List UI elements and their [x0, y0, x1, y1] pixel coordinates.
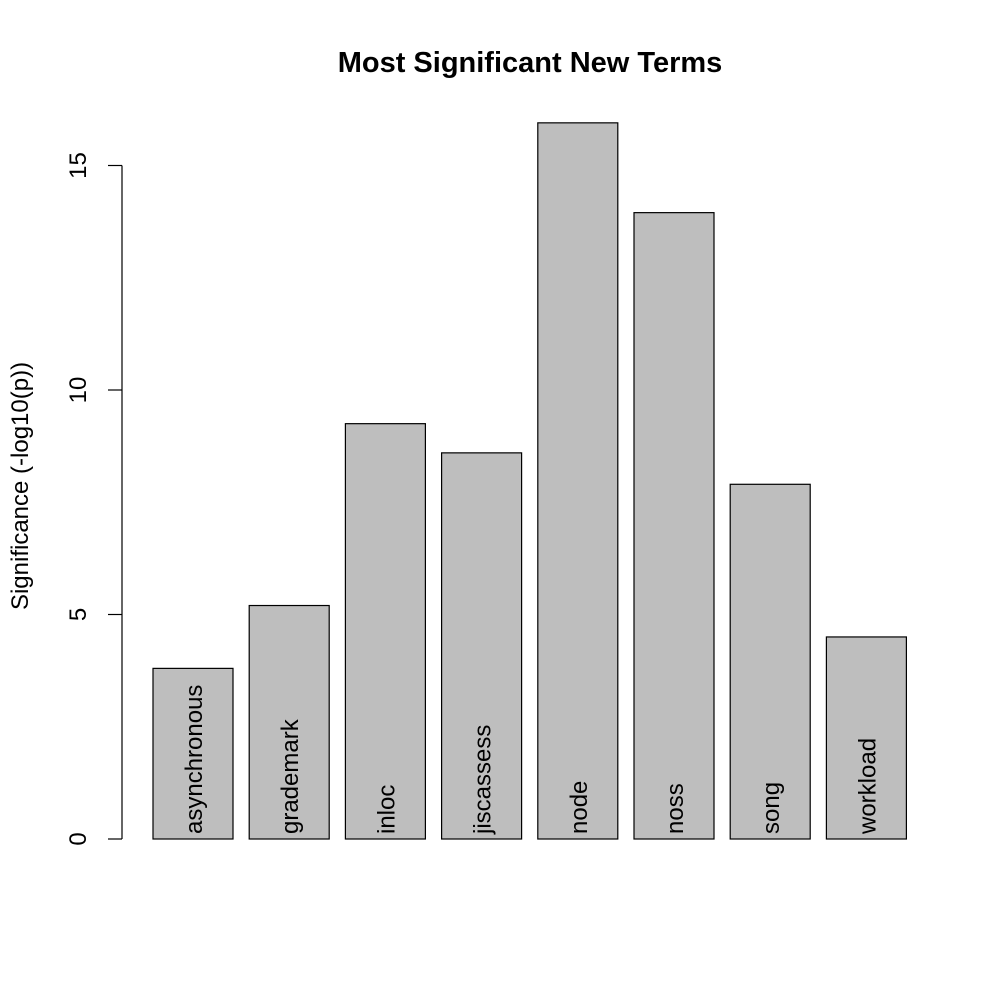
bar-label-noss: noss	[662, 783, 689, 834]
bar-grademark	[248, 604, 330, 840]
bar-label-inloc: inloc	[373, 785, 400, 834]
y-tick-label: 5	[65, 608, 92, 621]
bar-node	[537, 122, 619, 840]
bar-label-song: song	[758, 782, 785, 834]
bar-label-workload: workload	[854, 738, 881, 835]
bar-song	[729, 483, 811, 840]
bar-label-node: node	[566, 781, 593, 834]
y-tick-label: 10	[65, 377, 92, 404]
chart-title: Most Significant New Terms	[338, 47, 723, 79]
y-tick-label: 0	[65, 832, 92, 845]
bar-label-jiscassess: jiscassess	[470, 725, 497, 835]
bar-label-asynchronous: asynchronous	[181, 685, 208, 834]
bar-label-grademark: grademark	[277, 718, 304, 834]
y-axis-label: Significance (-log10(p))	[7, 362, 34, 610]
bar-inloc	[344, 423, 426, 840]
bar-workload	[825, 636, 908, 840]
bar-noss	[633, 212, 715, 840]
bars-group: asynchronous grademark inloc jiscassess node…	[152, 122, 908, 840]
y-tick-label: 15	[65, 152, 92, 179]
bar-asynchronous	[152, 667, 234, 840]
bar-jiscassess	[441, 452, 523, 840]
y-axis: 0 5 10 15	[65, 152, 123, 846]
